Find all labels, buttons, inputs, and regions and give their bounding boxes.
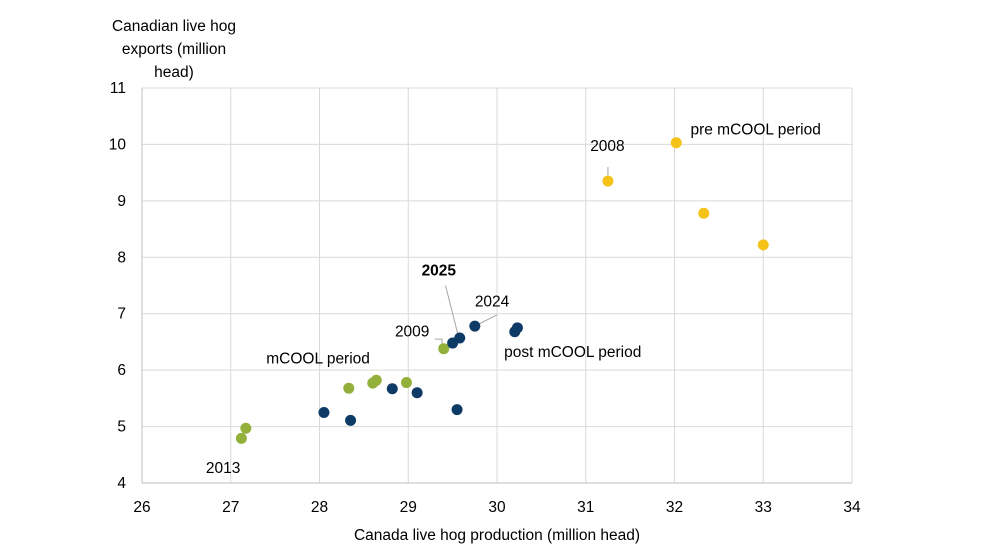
gridlines	[142, 87, 853, 483]
y-tick-label: 11	[110, 80, 126, 97]
axes	[141, 88, 852, 484]
data-point	[318, 406, 330, 418]
x-tick-label: 34	[843, 499, 861, 516]
x-tick-label: 28	[311, 499, 328, 516]
y-axis-title-line-2: exports (million	[122, 41, 226, 58]
annotation-label: pre mCOOL period	[690, 121, 820, 138]
data-point	[757, 239, 769, 251]
x-tick-label: 33	[755, 499, 772, 516]
y-axis-title: Canadian live hog exports (million head)	[112, 18, 236, 81]
x-axis-title: Canada live hog production (million head…	[354, 527, 640, 544]
data-point	[345, 414, 357, 426]
x-tick-label: 30	[488, 499, 506, 516]
y-tick-label: 9	[117, 193, 126, 210]
y-tick-label: 7	[117, 306, 126, 323]
x-tick-label: 26	[133, 499, 150, 516]
annotation-leader-lines	[434, 167, 609, 346]
data-point	[343, 382, 355, 394]
y-axis-title-line-3: head)	[154, 64, 194, 81]
data-point	[438, 343, 450, 355]
x-tick-label: 31	[577, 499, 594, 516]
y-axis-title-line-1: Canadian live hog	[112, 18, 236, 35]
x-tick-label: 27	[222, 499, 239, 516]
leader-line	[445, 285, 459, 335]
data-point	[386, 383, 398, 395]
annotation-label: mCOOL period	[266, 350, 370, 367]
x-tick-labels: 26 27 28 29 30 31 32 33 34	[133, 499, 861, 516]
y-tick-labels: 4 5 6 7 8 9 10 11	[109, 80, 127, 492]
y-tick-label: 6	[117, 362, 126, 379]
data-point	[602, 175, 614, 187]
data-point	[451, 404, 463, 416]
x-tick-label: 29	[400, 499, 417, 516]
annotation-label: post mCOOL period	[504, 344, 641, 361]
data-point	[509, 326, 521, 338]
y-tick-label: 5	[117, 419, 126, 436]
data-point	[235, 432, 247, 444]
annotation-label: 2024	[475, 293, 510, 310]
y-tick-label: 4	[117, 475, 126, 492]
annotation-label: 2009	[395, 323, 429, 340]
annotation-label: 2025	[422, 262, 457, 279]
data-point	[400, 377, 412, 389]
data-point	[469, 320, 481, 332]
x-tick-label: 32	[666, 499, 683, 516]
y-tick-label: 10	[109, 136, 127, 153]
data-point	[670, 137, 682, 149]
data-point	[240, 422, 252, 434]
annotation-label: 2008	[590, 138, 624, 155]
leader-line	[479, 314, 498, 325]
data-point	[367, 377, 379, 389]
annotations: pre mCOOL period mCOOL period post mCOOL p…	[206, 121, 821, 477]
y-tick-label: 8	[117, 249, 126, 266]
data-point	[411, 387, 423, 399]
data-points	[235, 137, 769, 444]
data-point	[698, 207, 710, 219]
data-point	[447, 337, 459, 349]
annotation-label: 2013	[206, 460, 240, 477]
